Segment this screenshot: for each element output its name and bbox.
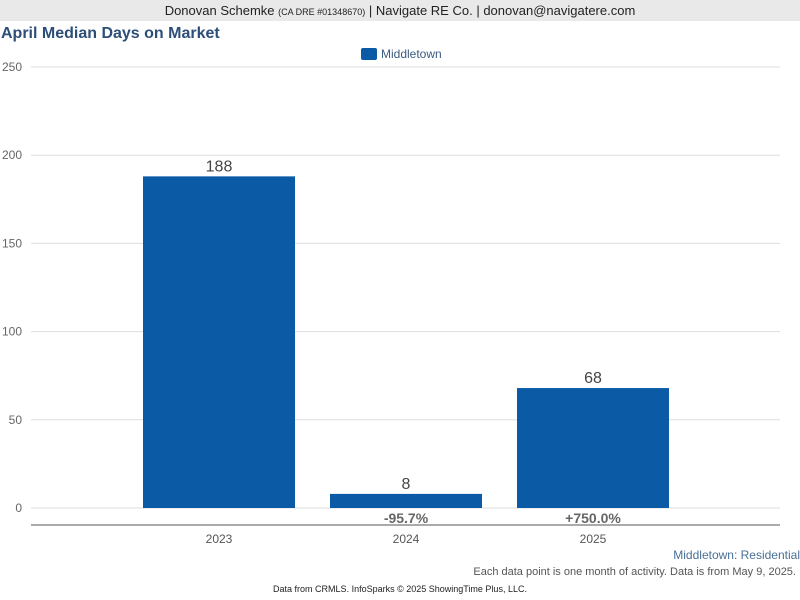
x-tick-label: 2024 [393,532,420,546]
percent-change-label: +750.0% [565,510,621,526]
chart-legend[interactable]: Middletown [361,46,442,62]
bar-value-label: 68 [584,370,602,387]
x-tick-label: 2023 [206,532,233,546]
header-separator: | [368,3,373,18]
y-tick-label: 0 [15,501,22,515]
bar-value-label: 8 [402,476,411,493]
y-tick-label: 150 [2,236,22,250]
x-tick-label: 2025 [580,532,607,546]
agent-header: Donovan Schemke (CA DRE #01348670) | Nav… [0,0,800,21]
agent-license: (CA DRE #01348670) [278,7,366,17]
bar-value-label: 188 [206,158,233,175]
y-tick-label: 250 [2,60,22,74]
market-label: Middletown: Residential [673,548,800,562]
legend-label: Middletown [381,47,442,61]
chart-title: April Median Days on Market [1,25,220,42]
legend-swatch [361,48,377,60]
percent-change-label: -95.7% [384,510,429,526]
agent-email[interactable]: donovan@navigatere.com [483,3,636,18]
company-name: Navigate RE Co. [375,3,473,18]
data-credit: Data from CRMLS. InfoSparks © 2025 Showi… [273,584,527,594]
agent-name: Donovan Schemke [164,3,275,18]
y-tick-label: 200 [2,148,22,162]
bar-2025[interactable] [517,388,669,508]
y-tick-label: 100 [2,325,22,339]
y-tick-label: 50 [9,413,23,427]
data-note: Each data point is one month of activity… [473,566,796,578]
bar-2024[interactable] [330,493,482,508]
header-separator: | [476,3,480,18]
bar-2023[interactable] [143,176,295,509]
